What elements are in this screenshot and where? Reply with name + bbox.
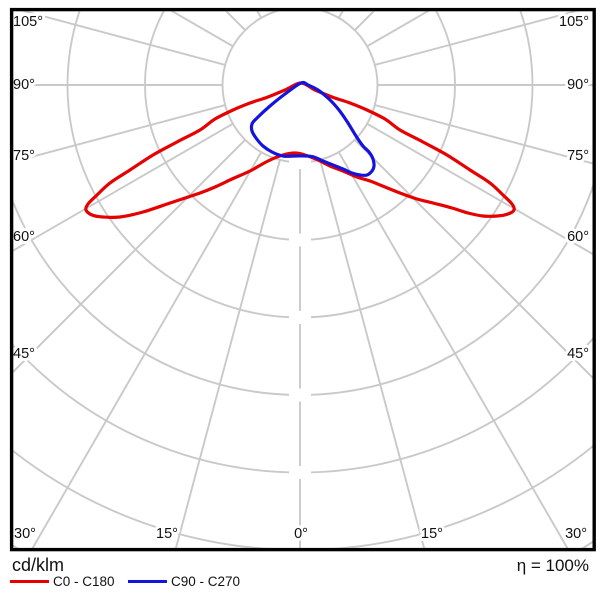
angle-label: 30° [14,526,36,542]
blank-value-box [289,466,311,479]
blank-value-box [289,233,311,247]
plot-border [9,7,596,552]
efficiency-label: η = 100% [516,556,589,575]
blank-value-box [289,311,311,324]
legend-label-c90-c270: C90 - C270 [171,574,241,589]
grid-spoke [354,139,593,379]
angle-label: 90° [567,77,589,93]
grid-spoke [319,159,426,548]
grid-spoke [21,11,226,66]
grid-spoke [13,104,226,163]
angle-label: 0° [294,526,308,542]
angle-label: 105° [13,14,43,30]
legend-label-c0-c180: C0 - C180 [53,574,115,589]
angle-label: 60° [13,229,35,245]
grid-spoke [374,104,593,165]
grid-spoke [337,151,569,548]
grid-spoke [366,122,593,255]
angle-label: 15° [156,526,178,542]
grid-spoke [13,139,246,374]
grid-spoke [174,159,281,548]
angle-label: 45° [13,346,35,362]
angle-label: 75° [13,148,35,164]
angle-label: 60° [567,229,589,245]
grid-spoke [374,11,579,66]
curve-c90-c270 [249,80,376,177]
blank-value-box [289,388,311,402]
unit-label: cd/klm [12,555,65,575]
blank-value-box [289,156,311,169]
grid-spoke [31,151,263,548]
angle-label: 30° [565,526,587,542]
angle-label: 15° [421,526,443,542]
angle-label: 90° [13,77,35,93]
angle-label: 75° [567,148,589,164]
angle-label: 45° [567,346,589,362]
grid-spoke [13,122,234,252]
legend-swatch-c0-c180-icon [10,580,49,583]
legend-swatch-c90-c270-icon [128,580,167,583]
angle-label: 105° [559,14,589,30]
